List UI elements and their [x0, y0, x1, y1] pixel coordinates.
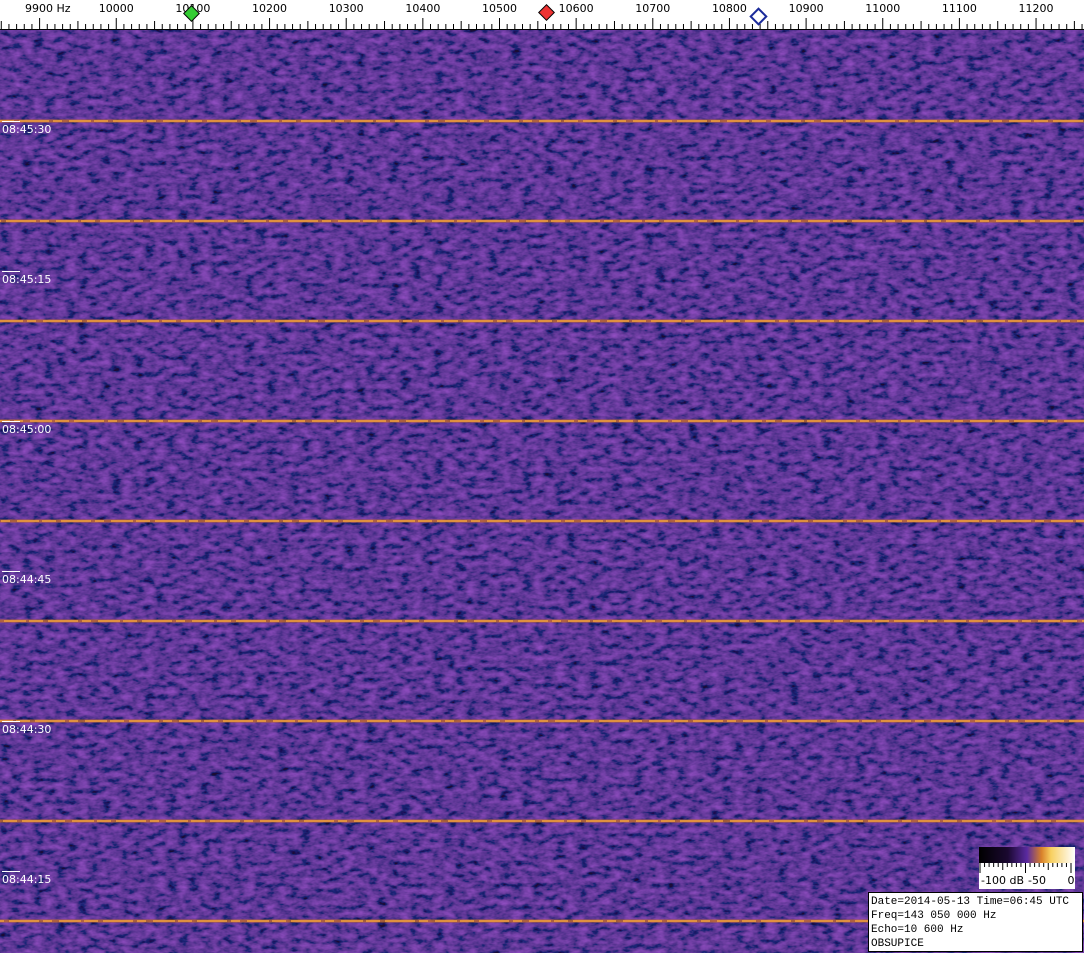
frequency-label: 10200 — [252, 2, 287, 15]
frequency-label: 11100 — [942, 2, 977, 15]
markers — [183, 4, 768, 26]
time-label: 08:45:00 — [2, 423, 51, 436]
time-label: 08:44:45 — [2, 573, 51, 586]
time-label: 08:44:30 — [2, 723, 51, 736]
frequency-label: 11000 — [865, 2, 900, 15]
color-scale: -100 dB -50 0 — [979, 847, 1075, 889]
time-label: 08:44:15 — [2, 873, 51, 886]
frequency-label: 10300 — [329, 2, 364, 15]
frequency-label: 10700 — [635, 2, 670, 15]
frequency-label: 10800 — [712, 2, 747, 15]
red-marker[interactable] — [538, 4, 555, 21]
color-scale-bar — [979, 847, 1075, 863]
info-line: OBSUPICE — [871, 938, 924, 950]
time-label: 08:45:30 — [2, 123, 51, 136]
frequency-label: 10500 — [482, 2, 517, 15]
frequency-label: 10400 — [405, 2, 440, 15]
frequency-label: 10600 — [559, 2, 594, 15]
scale-label: 0 — [1068, 874, 1075, 887]
green-marker[interactable] — [183, 5, 200, 22]
info-line: Echo=10 600 Hz — [871, 924, 963, 936]
info-frame — [868, 892, 1083, 952]
scale-label: -100 dB — [981, 874, 1024, 887]
waterfall-noise — [0, 30, 1084, 953]
info-line: Date=2014-05-13 Time=06:45 UTC — [871, 896, 1069, 908]
frequency-label: 11200 — [1019, 2, 1054, 15]
frequency-label: 10000 — [99, 2, 134, 15]
time-label: 08:45:15 — [2, 273, 51, 286]
blue-marker[interactable] — [749, 7, 768, 26]
frequency-label: 10900 — [789, 2, 824, 15]
frequency-label: 9900 Hz — [25, 2, 71, 15]
info-box: Date=2014-05-13 Time=06:45 UTC Freq=143 … — [868, 892, 1083, 952]
info-line: Freq=143 050 000 Hz — [871, 910, 996, 922]
scale-label: -50 — [1028, 874, 1046, 887]
